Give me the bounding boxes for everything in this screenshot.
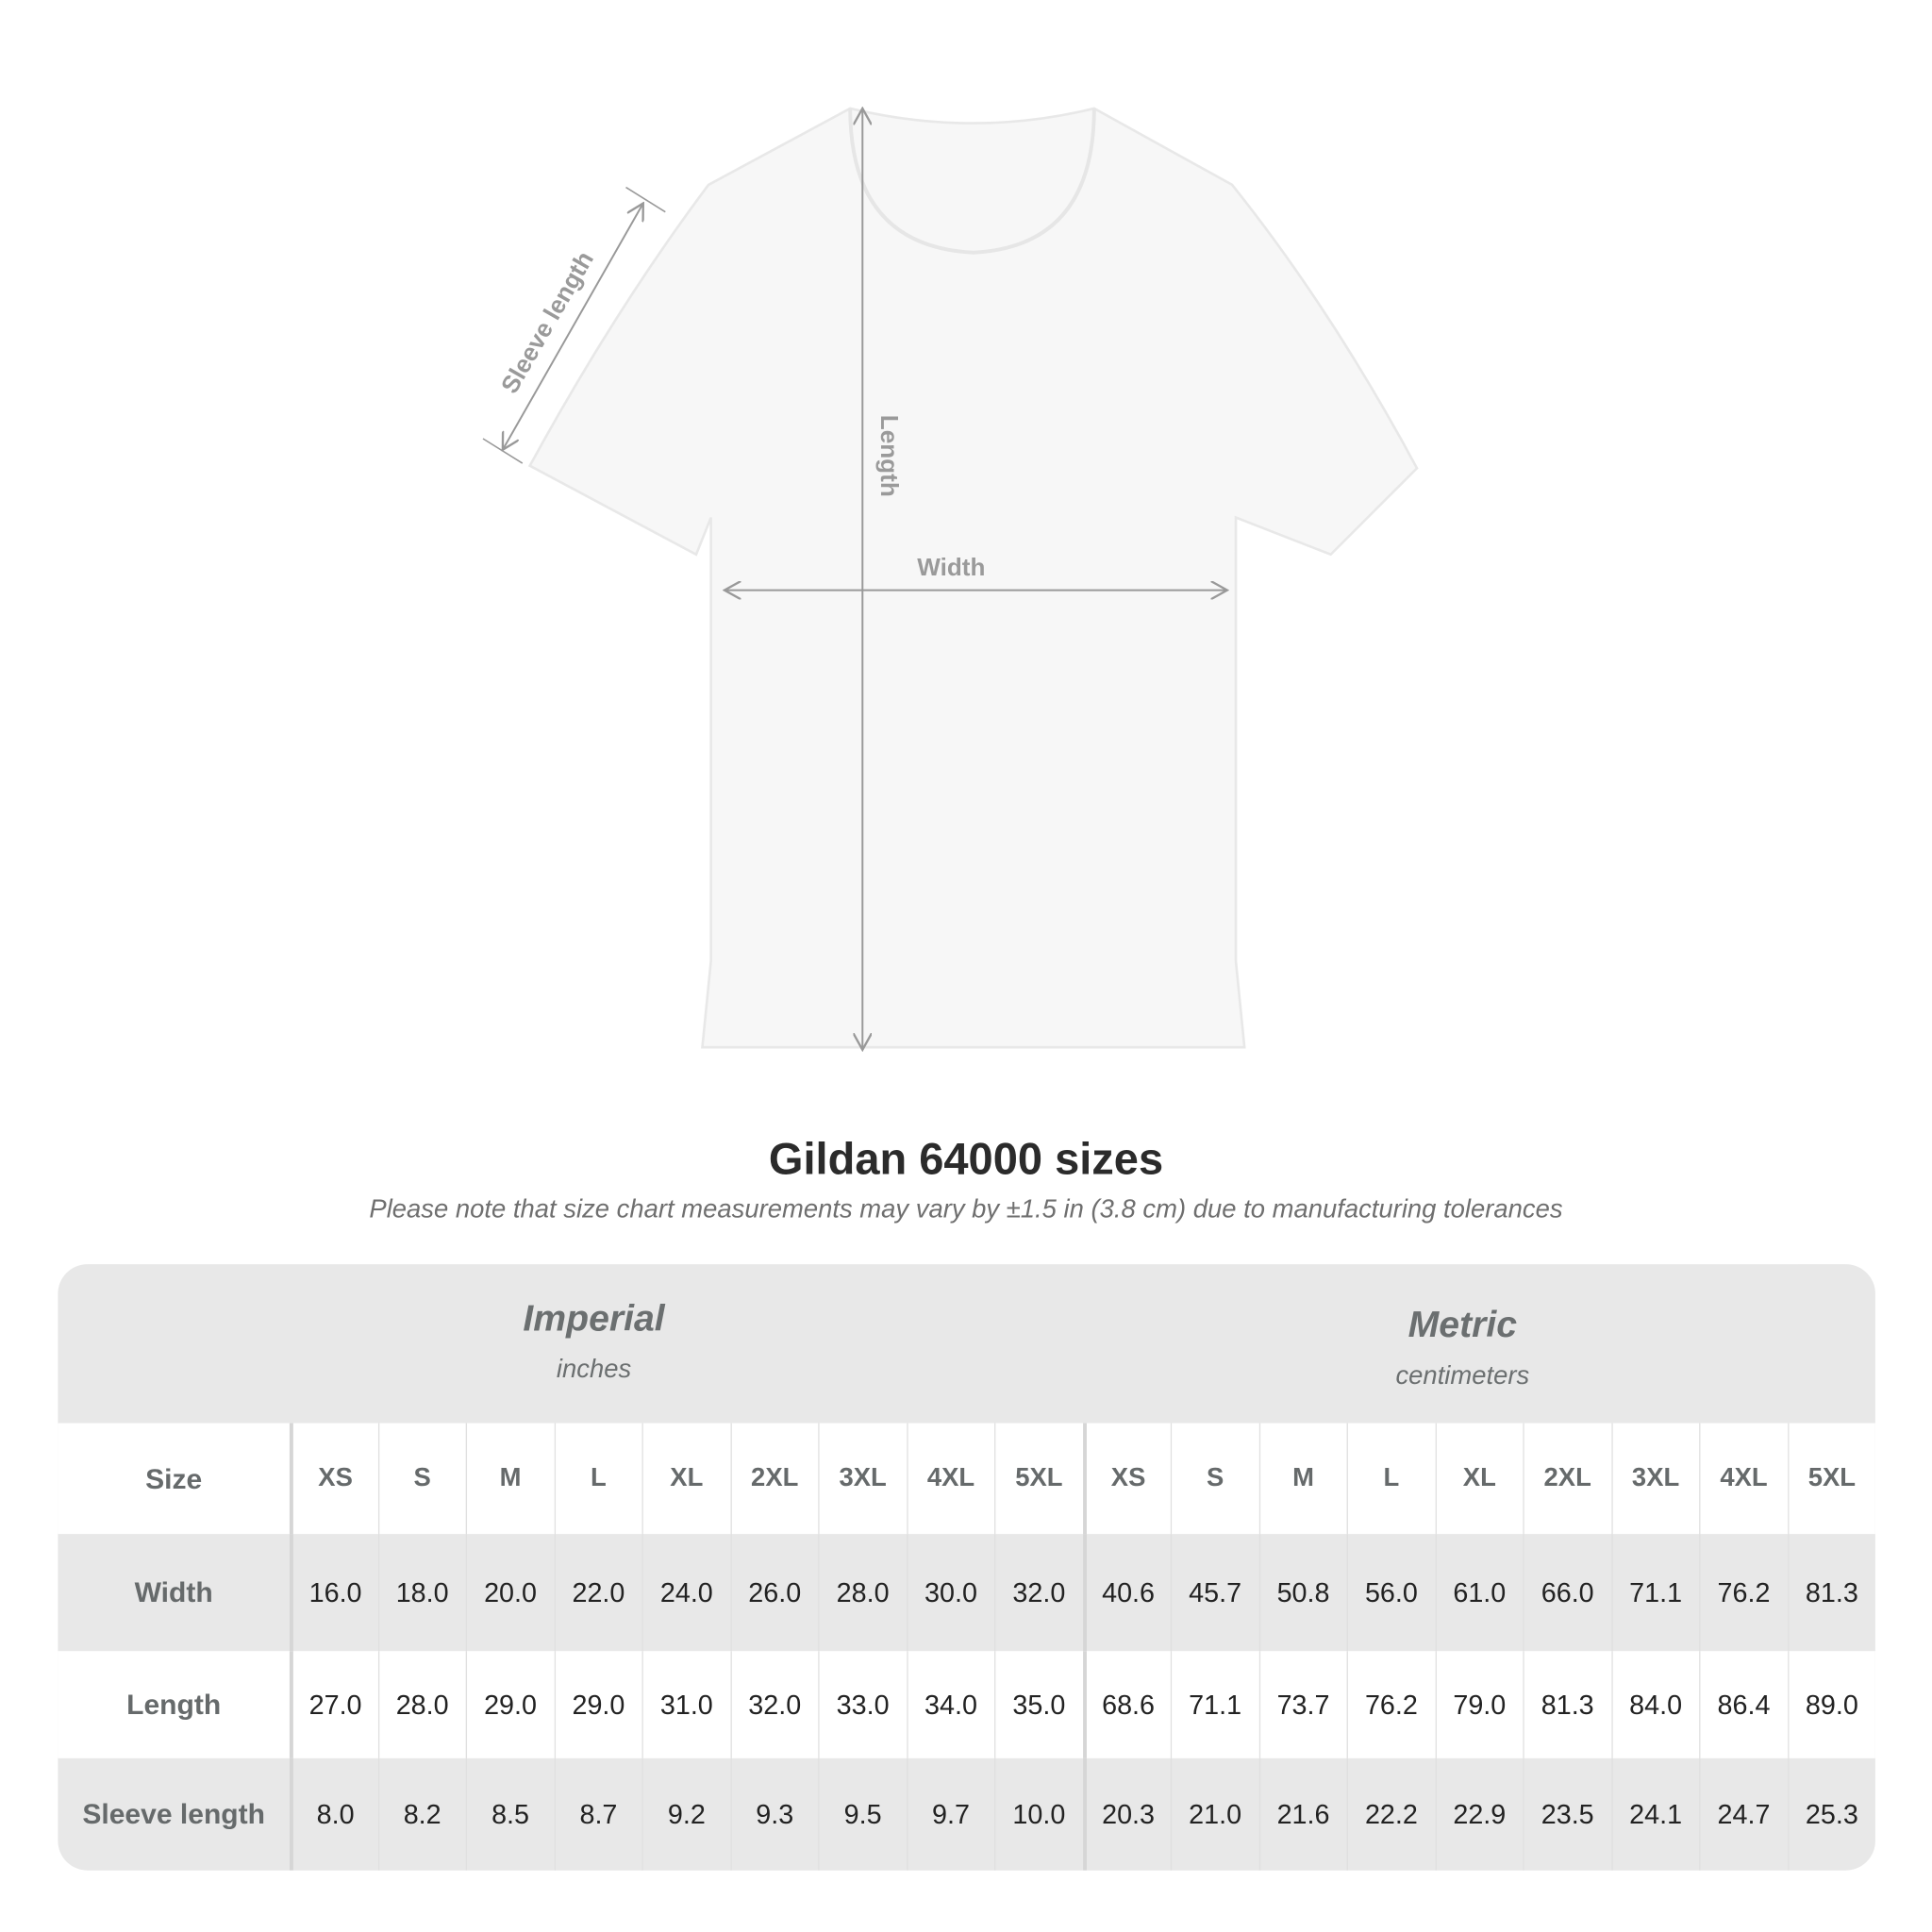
imperial-cell: 2XL <box>729 1423 818 1535</box>
metric-cell: 22.2 <box>1346 1757 1435 1871</box>
imperial-cell: 3XL <box>818 1423 906 1535</box>
metric-cell: 22.9 <box>1434 1757 1523 1871</box>
metric-cell: S <box>1170 1423 1258 1535</box>
imperial-cell: 35.0 <box>994 1651 1082 1758</box>
imperial-cell: 5XL <box>994 1423 1082 1535</box>
metric-cell: 24.7 <box>1699 1757 1787 1871</box>
metric-cell: XS <box>1082 1423 1170 1535</box>
imperial-cell: 33.0 <box>818 1651 906 1758</box>
metric-cell: 61.0 <box>1434 1534 1523 1652</box>
table-row: Width 16.0 18.0 20.0 22.0 24.0 26.0 28.0 30.0 32.… <box>58 1534 1875 1652</box>
row-label: Sleeve length <box>82 1797 265 1830</box>
metric-cell: 71.1 <box>1170 1651 1258 1758</box>
metric-cell: 89.0 <box>1787 1651 1875 1758</box>
metric-cell: 76.2 <box>1699 1534 1787 1652</box>
imperial-cell: 4XL <box>906 1423 994 1535</box>
metric-cell: 4XL <box>1699 1423 1787 1535</box>
imperial-cell: 9.3 <box>729 1757 818 1871</box>
table-row: Length 27.0 28.0 29.0 29.0 31.0 32.0 33.0 34.0 35… <box>58 1651 1875 1758</box>
metric-cell: 68.6 <box>1082 1651 1170 1758</box>
imperial-cell: S <box>377 1423 465 1535</box>
length-label: Length <box>875 415 904 497</box>
metric-cell: 79.0 <box>1434 1651 1523 1758</box>
metric-cell: 84.0 <box>1610 1651 1699 1758</box>
metric-cell: 45.7 <box>1170 1534 1258 1652</box>
metric-cell: 24.1 <box>1610 1757 1699 1871</box>
imperial-cell: 32.0 <box>729 1651 818 1758</box>
metric-cell: 21.0 <box>1170 1757 1258 1871</box>
metric-cell: L <box>1346 1423 1435 1535</box>
metric-cell: M <box>1258 1423 1346 1535</box>
metric-cell: 86.4 <box>1699 1651 1787 1758</box>
metric-cell: 56.0 <box>1346 1534 1435 1652</box>
imperial-cell: 8.0 <box>289 1757 377 1871</box>
imperial-cell: 20.0 <box>465 1534 554 1652</box>
imperial-cell: 18.0 <box>377 1534 465 1652</box>
width-label: Width <box>917 553 985 581</box>
imperial-cell: L <box>554 1423 641 1535</box>
imperial-cell: 27.0 <box>289 1651 377 1758</box>
imperial-cell: 28.0 <box>377 1651 465 1758</box>
imperial-label: Imperial <box>523 1298 665 1340</box>
metric-cell: 25.3 <box>1787 1757 1875 1871</box>
imperial-cell: 29.0 <box>554 1651 641 1758</box>
imperial-cell: 28.0 <box>818 1534 906 1652</box>
size-header-row: Size XS S M L XL 2XL 3XL 4XL 5XL XS S M L XL 2XL 3XL 4XL 5… <box>58 1423 1875 1535</box>
metric-cell: 76.2 <box>1346 1651 1435 1758</box>
imperial-cell: 31.0 <box>641 1651 729 1758</box>
metric-cell: 21.6 <box>1258 1757 1346 1871</box>
tshirt-diagram: Sleeve length Length Width <box>482 0 1419 1109</box>
imperial-cell: 24.0 <box>641 1534 729 1652</box>
imperial-cell: 9.5 <box>818 1757 906 1871</box>
size-table: Imperial inches Metric centimeters Size X… <box>58 1264 1875 1871</box>
row-label: Size <box>145 1461 203 1494</box>
metric-cell: 71.1 <box>1610 1534 1699 1652</box>
imperial-cell: 30.0 <box>906 1534 994 1652</box>
row-label: Length <box>126 1688 222 1721</box>
imperial-cell: 9.7 <box>906 1757 994 1871</box>
metric-cell: 23.5 <box>1523 1757 1610 1871</box>
metric-cell: 40.6 <box>1082 1534 1170 1652</box>
imperial-cell: 8.5 <box>465 1757 554 1871</box>
imperial-cell: 9.2 <box>641 1757 729 1871</box>
metric-cell: 20.3 <box>1082 1757 1170 1871</box>
imperial-cell: XS <box>289 1423 377 1535</box>
imperial-cell: 32.0 <box>994 1534 1082 1652</box>
imperial-cell: XL <box>641 1423 729 1535</box>
metric-label: Metric <box>1407 1305 1518 1346</box>
metric-cell: 66.0 <box>1523 1534 1610 1652</box>
metric-cell: 5XL <box>1787 1423 1875 1535</box>
imperial-cell: 34.0 <box>906 1651 994 1758</box>
metric-cell: 3XL <box>1610 1423 1699 1535</box>
metric-cell: XL <box>1434 1423 1523 1535</box>
imperial-cell: 16.0 <box>289 1534 377 1652</box>
imperial-cell: 26.0 <box>729 1534 818 1652</box>
metric-header: Metric centimeters <box>1235 1305 1690 1391</box>
row-label: Width <box>134 1575 213 1608</box>
imperial-header: Imperial inches <box>366 1299 822 1385</box>
imperial-cell: 10.0 <box>994 1757 1082 1871</box>
sleeve-arrow <box>503 204 643 450</box>
imperial-unit: inches <box>556 1355 632 1384</box>
table-row: Sleeve length 8.0 8.2 8.5 8.7 9.2 9.3 9.5 9.7 10.… <box>58 1757 1875 1871</box>
metric-cell: 50.8 <box>1258 1534 1346 1652</box>
tolerance-note: Please note that size chart measurements… <box>369 1194 1563 1224</box>
metric-cell: 73.7 <box>1258 1651 1346 1758</box>
imperial-cell: 29.0 <box>465 1651 554 1758</box>
page-title: Gildan 64000 sizes <box>768 1133 1164 1185</box>
metric-unit: centimeters <box>1395 1361 1530 1391</box>
metric-cell: 2XL <box>1523 1423 1610 1535</box>
imperial-cell: M <box>465 1423 554 1535</box>
imperial-cell: 8.2 <box>377 1757 465 1871</box>
imperial-cell: 22.0 <box>554 1534 641 1652</box>
imperial-cell: 8.7 <box>554 1757 641 1871</box>
metric-cell: 81.3 <box>1523 1651 1610 1758</box>
metric-cell: 81.3 <box>1787 1534 1875 1652</box>
